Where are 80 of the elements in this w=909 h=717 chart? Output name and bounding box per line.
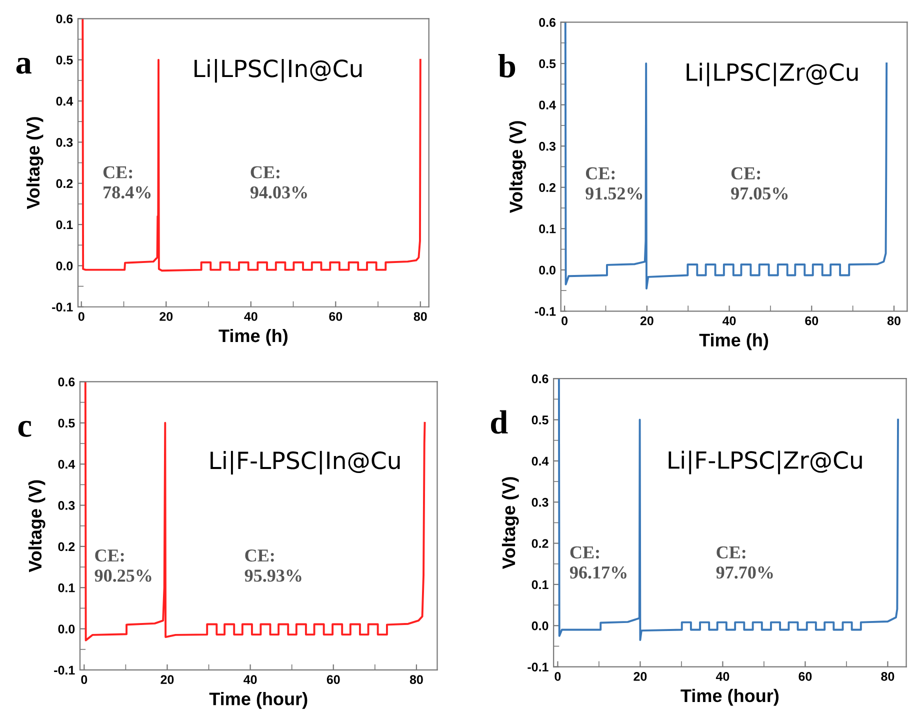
x-tick-label: 20 — [640, 316, 654, 326]
y-tick-label: 0.2 — [532, 539, 548, 548]
x-tick-label: 0 — [81, 675, 88, 684]
annotation: CE: 96.17% — [570, 546, 626, 579]
y-axis-title: Voltage (V) — [26, 117, 44, 210]
y-axis-title: Voltage (V) — [509, 121, 526, 214]
y-tick-label: 0.5 — [532, 416, 548, 424]
line-series — [564, 22, 888, 290]
y-tick-label: 0.6 — [532, 374, 548, 384]
y-tick-label: 0.5 — [539, 59, 556, 68]
text: a — [16, 58, 32, 74]
annotation: Li|F-LPSC|In@Cu — [210, 450, 400, 475]
y-tick-label: 0.2 — [56, 179, 73, 188]
annotation: CE: 95.93% — [244, 549, 302, 582]
y-tick-label: 0.4 — [58, 460, 76, 469]
y-tick-label: 0.2 — [58, 542, 75, 552]
x-axis-title: Time (h) — [218, 328, 288, 346]
y-tick-label: 0.5 — [58, 418, 75, 428]
line-series — [82, 18, 422, 272]
y-tick-label: 0.1 — [539, 224, 556, 234]
x-tick-label: 80 — [887, 316, 900, 326]
annotation: CE: 97.70% — [716, 546, 773, 579]
x-tick-label: 60 — [329, 312, 342, 321]
x-tick-label: 60 — [805, 316, 818, 326]
x-axis-title: Time (hour) — [209, 692, 308, 709]
x-tick-label: 60 — [326, 675, 340, 684]
y-tick-label: 0.6 — [56, 14, 73, 24]
annotation: CE: 90.25% — [94, 549, 152, 582]
annotation: Li|LPSC|In@Cu — [194, 58, 362, 83]
x-tick-label: 80 — [410, 675, 423, 684]
x-tick-label: 60 — [798, 672, 812, 681]
y-tick-label: 0.3 — [532, 498, 548, 507]
y-tick-label: 0.4 — [56, 96, 74, 106]
y-tick-label: 0.6 — [539, 18, 556, 27]
x-axis-title: Time (hour) — [680, 688, 779, 706]
annotation: CE: 97.05% — [731, 167, 788, 200]
x-tick-label: 20 — [634, 672, 647, 681]
y-tick-label: 0.3 — [539, 142, 556, 151]
x-tick-label: 80 — [414, 312, 427, 321]
y-tick-label: 0.3 — [56, 138, 73, 147]
x-axis-title: Time (h) — [699, 333, 768, 350]
y-tick-label: -0.1 — [54, 666, 75, 675]
y-tick-label: 0.5 — [56, 56, 73, 64]
text: c — [18, 420, 32, 437]
annotation: Li|F-LPSC|Zr@Cu — [668, 450, 862, 474]
x-tick-label: 40 — [244, 312, 258, 321]
x-tick-label: 0 — [78, 312, 84, 321]
x-tick-label: 0 — [554, 672, 561, 681]
x-tick-label: 80 — [881, 672, 894, 681]
x-tick-label: 0 — [562, 316, 568, 326]
text: d — [490, 410, 508, 434]
y-tick-label: 0.0 — [539, 266, 556, 275]
x-tick-label: 20 — [160, 312, 173, 321]
y-tick-label: 0.0 — [58, 624, 75, 634]
y-tick-label: -0.1 — [528, 662, 548, 672]
annotation: CE: 78.4% — [103, 166, 151, 199]
line-series — [84, 382, 426, 642]
y-tick-label: -0.1 — [52, 302, 73, 312]
annotation: Li|LPSC|Zr@Cu — [686, 62, 858, 86]
y-tick-label: 0.0 — [56, 262, 73, 270]
line-series — [558, 378, 899, 642]
text: b — [498, 54, 516, 78]
x-tick-label: 40 — [244, 675, 257, 684]
annotation: CE: 94.03% — [250, 166, 307, 199]
x-tick-label: 40 — [722, 316, 736, 326]
y-tick-label: 0.1 — [58, 583, 75, 592]
y-tick-label: 0.6 — [58, 378, 75, 386]
x-tick-label: 40 — [716, 672, 730, 681]
annotation: CE: 91.52% — [586, 167, 642, 200]
y-tick-label: 0.4 — [532, 456, 549, 466]
y-tick-label: 0.1 — [56, 220, 73, 230]
y-axis-title: Voltage (V) — [28, 480, 46, 572]
y-tick-label: -0.1 — [534, 306, 556, 316]
y-axis-title: Voltage (V) — [502, 477, 519, 570]
y-tick-label: 0.3 — [58, 501, 75, 510]
y-tick-label: 0.0 — [532, 621, 548, 630]
y-tick-label: 0.4 — [539, 100, 556, 110]
y-tick-label: 0.1 — [532, 580, 548, 590]
x-tick-label: 20 — [160, 675, 174, 684]
y-tick-label: 0.2 — [539, 183, 556, 192]
